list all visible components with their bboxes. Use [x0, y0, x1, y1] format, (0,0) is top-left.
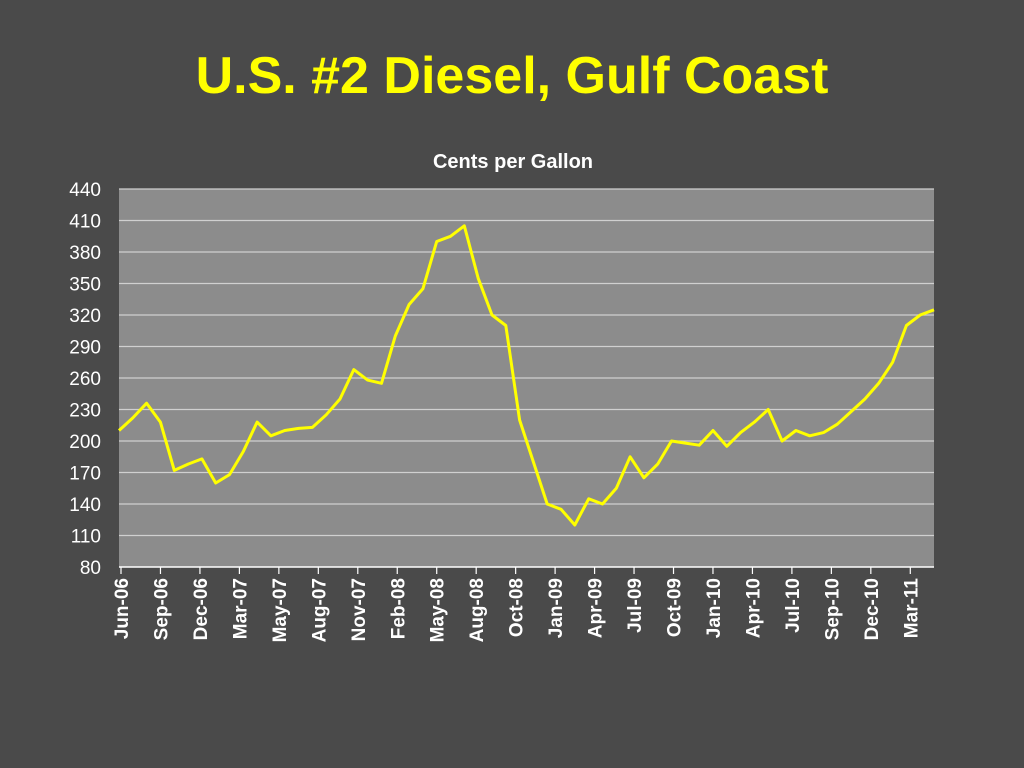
x-tick-label: Jan-10 [704, 578, 725, 638]
y-tick-label: 380 [69, 243, 101, 264]
x-tick-label: Dec-10 [862, 578, 883, 640]
y-tick-label: 350 [69, 275, 101, 296]
x-tick-label: Oct-09 [665, 578, 686, 637]
y-tick-label: 440 [69, 180, 101, 201]
y-tick-label: 410 [69, 212, 101, 233]
x-tick-label: Jan-09 [546, 578, 567, 638]
x-tick-label: Nov-07 [349, 578, 370, 641]
x-tick-label: Jul-10 [783, 578, 804, 633]
x-tick-label: May-08 [428, 578, 449, 642]
y-tick-label: 320 [69, 306, 101, 327]
y-tick-label: 80 [80, 558, 101, 579]
x-tick-label: Mar-11 [901, 578, 922, 639]
gridlines [119, 188, 934, 568]
x-tick-label: Oct-08 [507, 578, 528, 637]
y-tick-label: 140 [69, 495, 101, 516]
x-tick-label: Sep-06 [151, 578, 172, 640]
y-tick-label: 170 [69, 464, 101, 485]
x-tick-label: Feb-08 [388, 578, 409, 639]
x-tick-label: Aug-07 [309, 578, 330, 642]
x-axis-ticks: Jun-06 Sep-06 Dec-06 Mar-07 May-07 Aug-07 Nov-… [112, 567, 922, 642]
x-tick-label: Sep-10 [822, 578, 843, 640]
y-tick-label: 110 [71, 527, 101, 548]
slide-title: U.S. #2 Diesel, Gulf Coast [195, 47, 829, 105]
x-tick-label: Dec-06 [191, 578, 212, 640]
x-tick-label: Jul-09 [625, 578, 646, 633]
y-tick-label: 230 [69, 401, 101, 422]
series-line-diesel-price [117, 224, 935, 527]
chart-subtitle: Cents per Gallon [433, 151, 593, 173]
x-tick-label: Mar-07 [230, 578, 251, 639]
y-tick-label: 260 [69, 369, 101, 390]
x-tick-label: Apr-09 [586, 578, 607, 638]
y-axis-ticks: 80 110 140 170 200 230 260 290 320 350 380 410 440 [69, 180, 101, 579]
x-tick-label: Apr-10 [743, 578, 764, 638]
y-tick-label: 200 [69, 432, 101, 453]
x-tick-label: Aug-08 [467, 578, 488, 642]
x-tick-label: May-07 [270, 578, 291, 642]
x-tick-label: Jun-06 [112, 578, 133, 639]
series-group [117, 224, 935, 527]
y-tick-label: 290 [69, 338, 101, 359]
